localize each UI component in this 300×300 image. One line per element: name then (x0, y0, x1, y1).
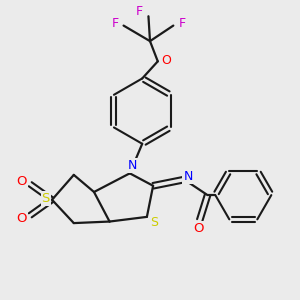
Text: N: N (183, 170, 193, 183)
Text: O: O (16, 175, 27, 188)
Text: S: S (150, 216, 158, 229)
Text: F: F (136, 5, 143, 18)
Text: O: O (16, 212, 27, 225)
Text: F: F (111, 16, 118, 30)
Text: O: O (193, 222, 203, 235)
Text: S: S (42, 192, 50, 205)
Text: N: N (127, 159, 136, 172)
Text: F: F (179, 16, 186, 30)
Text: O: O (161, 54, 171, 67)
